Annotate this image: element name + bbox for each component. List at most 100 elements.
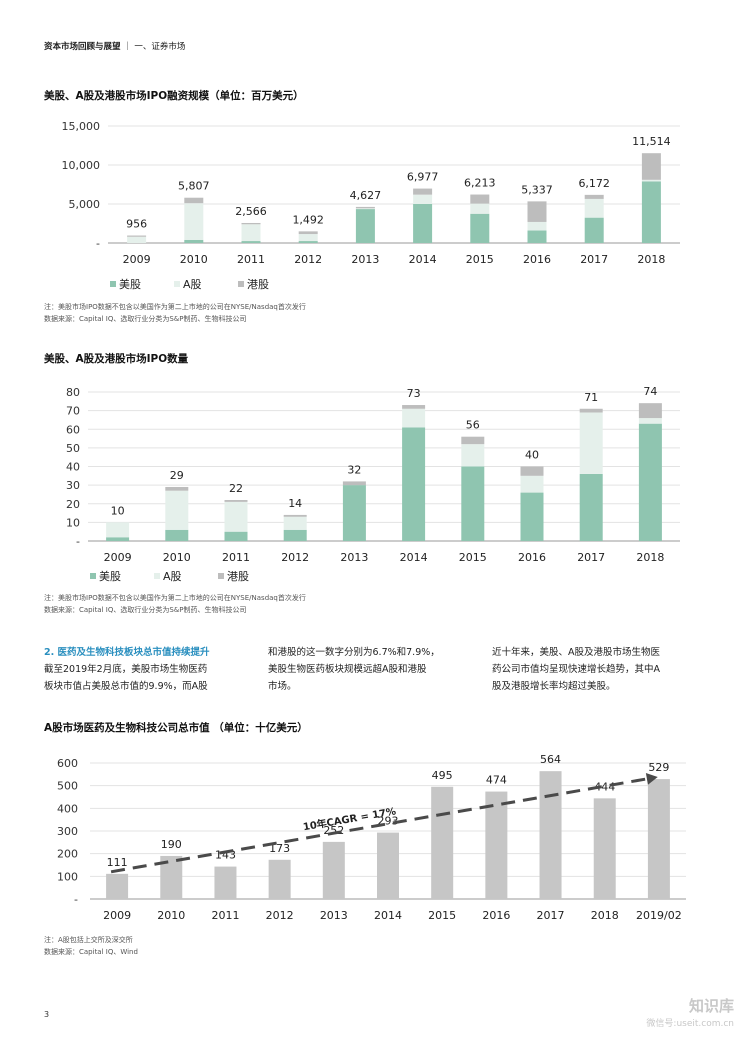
chart3-bar <box>431 786 454 899</box>
chart2-bar-a-share <box>165 490 189 530</box>
section2-col3-line1: 近十年来，美股、A股及港股市场生物医 <box>492 647 660 658</box>
chart3-ytick-label: - <box>74 893 78 906</box>
chart1-legend-swatch-us <box>110 281 116 287</box>
section2-col3-line2: 药公司市值均呈现快速增长趋势，其中A <box>492 664 660 675</box>
chart1-bar-a-share <box>527 221 547 231</box>
chart2-ytick-label: 70 <box>66 405 80 418</box>
chart1-bar-us <box>241 241 261 243</box>
chart1-xtick-label: 2010 <box>180 253 208 266</box>
chart2-total-label: 74 <box>643 385 657 398</box>
section2-col2-line2: 美股生物医药板块规模远超A股和港股 <box>268 664 427 675</box>
chart1-total-label: 11,514 <box>632 135 671 148</box>
chart3-xtick-label: 2014 <box>374 909 402 922</box>
chart2-bar-us <box>165 529 189 541</box>
chart2-bar-hk <box>224 500 248 502</box>
chart3-bar <box>322 841 345 899</box>
chart2-bar-us <box>520 492 544 541</box>
chart2-bar-hk <box>283 514 307 517</box>
chart3-xtick-label: 2009 <box>103 909 131 922</box>
chart2-total-label: 14 <box>288 497 302 510</box>
chart1-bar-a-share <box>355 208 375 210</box>
chart1-xtick-label: 2011 <box>237 253 265 266</box>
chart2-source: 数据来源：Capital IQ、选取行业分类为S&P制药、生物科技公司 <box>44 606 247 614</box>
section2-col2-line1: 和港股的这一数字分别为6.7%和7.9%， <box>268 647 440 658</box>
chart3-value-label: 564 <box>540 753 561 766</box>
chart2-ytick-label: 10 <box>66 516 80 529</box>
chart2-xtick-label: 2011 <box>222 551 250 564</box>
chart1-total-label: 6,213 <box>464 177 496 190</box>
chart1-total-label: 1,492 <box>292 213 324 226</box>
chart1-bar-a-share <box>184 203 204 240</box>
chart2-total-label: 22 <box>229 482 243 495</box>
header-title: 资本市场回顾与展望 <box>44 42 121 52</box>
chart2-ytick-label: 50 <box>66 442 80 455</box>
chart1-xtick-label: 2012 <box>294 253 322 266</box>
chart3-value-label: 474 <box>486 774 507 787</box>
chart2-legend-label-hk: 港股 <box>227 570 249 583</box>
chart1-note: 注：美股市场IPO数据不包含以美国作为第二上市地的公司在NYSE/Nasdaq首… <box>44 303 306 311</box>
chart1-total-label: 6,172 <box>578 177 610 190</box>
chart3-xtick-label: 2010 <box>157 909 185 922</box>
chart1-total-label: 5,337 <box>521 183 553 196</box>
chart2-notes: 注：美股市场IPO数据不包含以美国作为第二上市地的公司在NYSE/Nasdaq首… <box>44 592 306 616</box>
chart1-xtick-label: 2017 <box>580 253 608 266</box>
chart1-bar-a-share <box>413 194 433 204</box>
chart2-bar-a-share <box>224 501 248 532</box>
chart1-bar-us <box>184 239 204 243</box>
section2-col2: 和港股的这一数字分别为6.7%和7.9%， 美股生物医药板块规模远超A股和港股 … <box>268 644 478 695</box>
chart3-xtick-label: 2017 <box>537 909 565 922</box>
chart1-bar-hk <box>298 231 318 235</box>
chart1-ytick-label: 5,000 <box>69 198 101 211</box>
chart1-bar-hk <box>127 235 147 237</box>
chart2-legend-label-us: 美股 <box>99 570 121 583</box>
chart2-bar-hk <box>342 481 366 486</box>
chart2-ytick-label: 30 <box>66 479 80 492</box>
chart2-xtick-label: 2009 <box>104 551 132 564</box>
chart1-legend-label-a-share: A股 <box>183 278 202 291</box>
chart2-xtick-label: 2017 <box>577 551 605 564</box>
chart2-bar-a-share <box>638 418 662 424</box>
chart1-bar-hk <box>527 201 547 222</box>
chart2-bar-us <box>342 485 366 541</box>
chart2-bar-hk <box>402 405 426 409</box>
chart1-source: 数据来源：Capital IQ、选取行业分类为S&P制药、生物科技公司 <box>44 315 247 323</box>
chart1-bar-hk <box>641 153 661 180</box>
chart2-bar-hk <box>638 403 662 419</box>
chart3-bar <box>268 859 291 899</box>
chart3-xtick-label: 2011 <box>211 909 239 922</box>
section2-col1: 2. 医药及生物科技板块总市值持续提升 截至2019年2月底，美股市场生物医药 … <box>44 644 254 695</box>
chart2-total-label: 40 <box>525 449 539 462</box>
chart1-bar-us <box>641 181 661 243</box>
chart2-bar-us <box>106 537 130 541</box>
chart1-title: 美股、A股及港股市场IPO融资规模（单位：百万美元） <box>44 90 304 102</box>
section2-col1-line1: 截至2019年2月底，美股市场生物医药 <box>44 664 208 675</box>
chart3-xtick-label: 2018 <box>591 909 619 922</box>
chart2-bar-a-share <box>579 412 603 474</box>
ipo-proceeds-chart: - 5,000 10,000 15,000 956 2009 5,807 2010 2,566 2… <box>62 120 680 291</box>
chart2-xtick-label: 2010 <box>163 551 191 564</box>
chart3-bar <box>647 779 670 899</box>
chart1-bar-a-share <box>641 179 661 182</box>
chart2-xtick-label: 2014 <box>400 551 428 564</box>
chart2-bar-a-share <box>402 408 426 428</box>
chart3-ytick-label: 500 <box>57 780 78 793</box>
chart1-bar-hk <box>584 194 604 199</box>
section2-col3: 近十年来，美股、A股及港股市场生物医 药公司市值均呈现快速增长趋势，其中A 股及… <box>492 644 707 695</box>
chart2-total-label: 32 <box>347 463 361 476</box>
chart1-total-label: 6,977 <box>407 171 439 184</box>
chart2-xtick-label: 2013 <box>340 551 368 564</box>
chart2-total-label: 56 <box>466 419 480 432</box>
chart2-bar-us <box>402 427 426 541</box>
chart2-xtick-label: 2012 <box>281 551 309 564</box>
chart2-bar-us <box>638 423 662 541</box>
chart1-legend-swatch-hk <box>238 281 244 287</box>
page-header: 资本市场回顾与展望 ｜ 一、证券市场 <box>44 40 185 52</box>
chart1-xtick-label: 2016 <box>523 253 551 266</box>
chart1-bar-hk <box>355 206 375 209</box>
chart3-title: A股市场医药及生物科技公司总市值 （单位：十亿美元） <box>44 722 308 734</box>
chart1-bar-hk <box>470 194 490 204</box>
chart2-title: 美股、A股及港股市场IPO数量 <box>44 353 189 365</box>
chart2-bar-us <box>283 529 307 541</box>
chart2-xtick-label: 2018 <box>636 551 664 564</box>
section2-col1-line2: 板块市值占美股总市值的9.9%，而A股 <box>44 681 208 692</box>
